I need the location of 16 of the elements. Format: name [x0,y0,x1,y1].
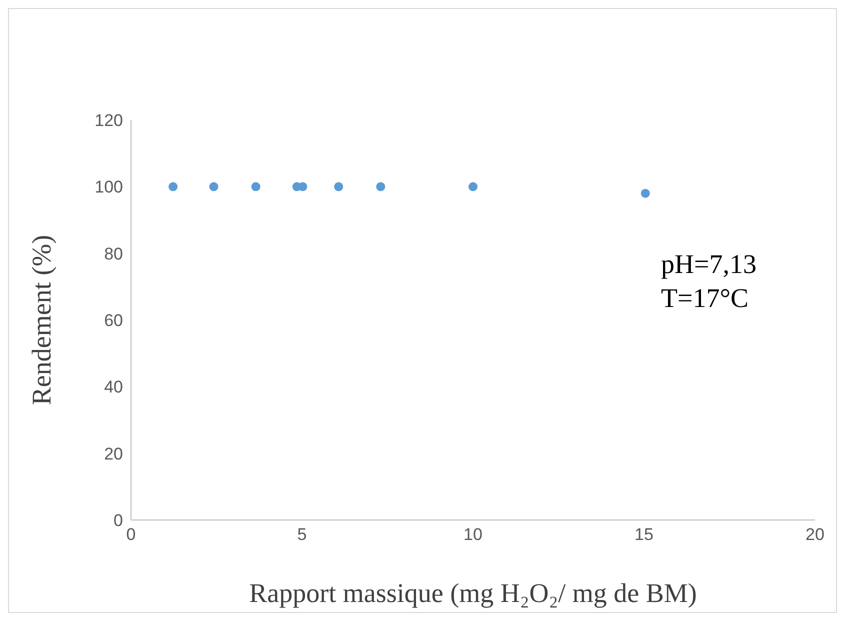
y-tick-label: 20 [104,444,123,464]
x-tick-label: 15 [634,525,654,544]
y-tick-label: 80 [104,244,123,264]
y-tick-label: 0 [114,511,123,530]
y-tick-label: 120 [94,111,123,130]
y-tick-label: 40 [104,378,123,397]
x-tick-label: 10 [464,525,482,544]
x-axis-title: Rapport massique (mg H₂O₂/ mg de BM) [249,578,697,608]
x-tick-label: 20 [806,525,824,544]
y-tick-label: 60 [104,311,123,330]
annotation: T=17°C [661,282,750,315]
y-axis-title: Rendement (%) [26,234,57,406]
y-tick-label: 100 [94,178,123,197]
annotation: pH=7,13 [661,248,756,281]
x-tick-label: 5 [297,525,307,544]
x-tick-label: 0 [126,525,136,544]
